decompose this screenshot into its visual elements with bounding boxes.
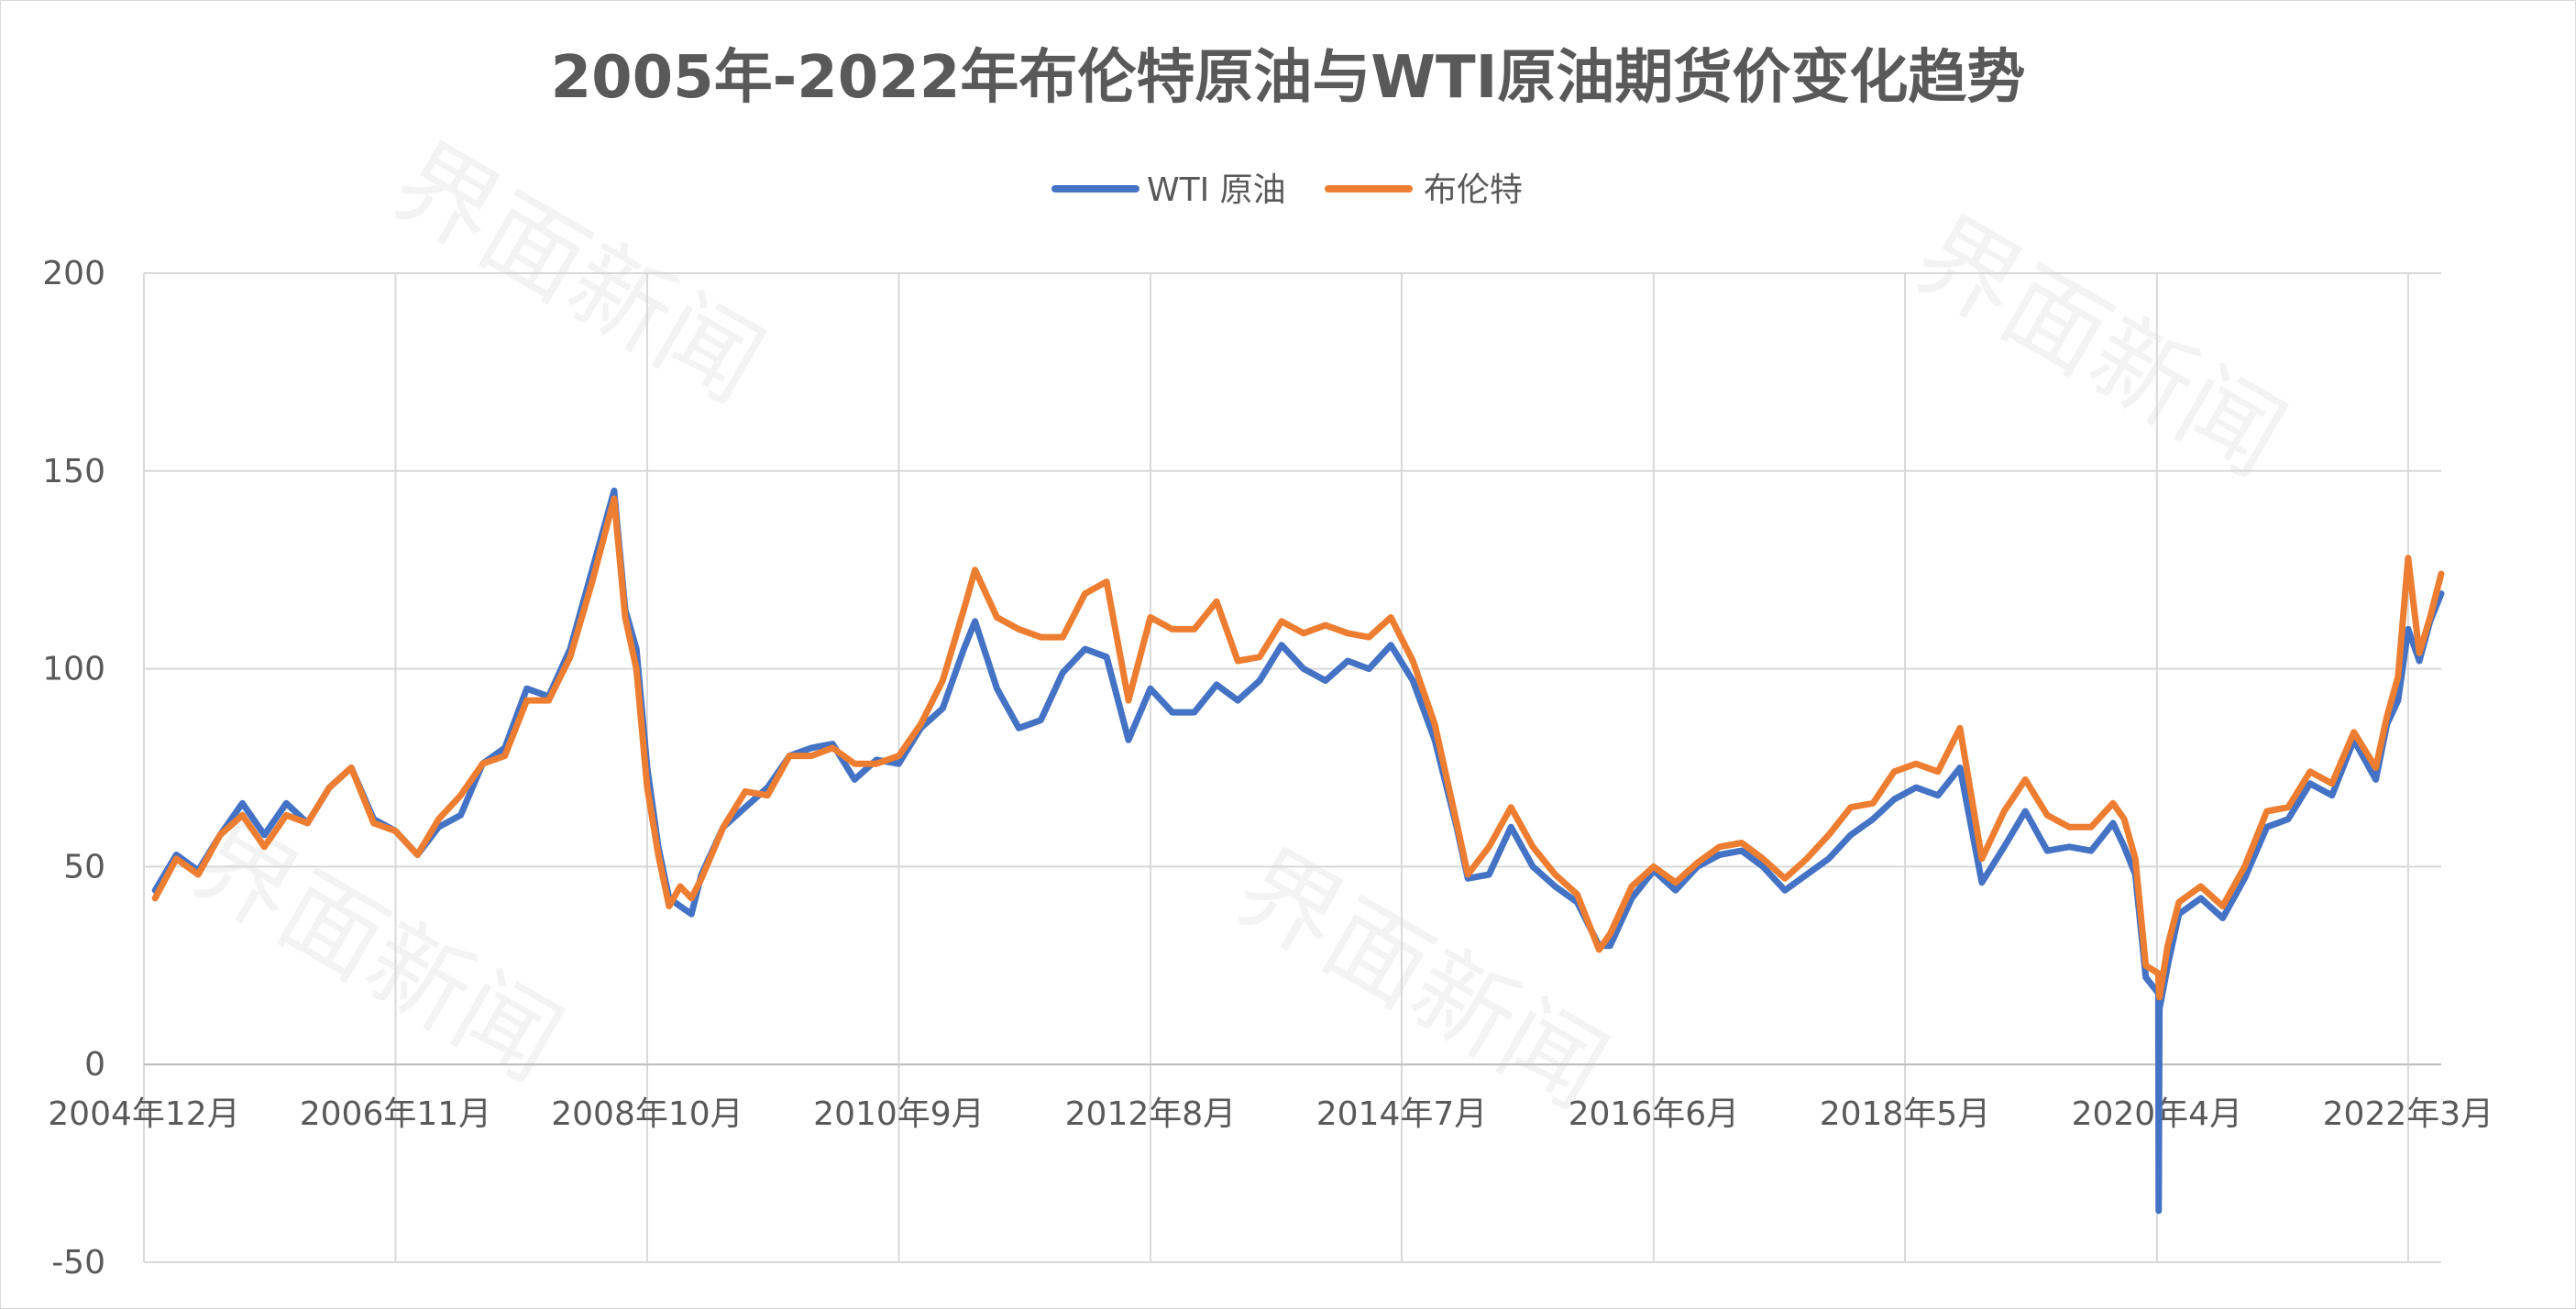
x-tick-label: 2004年12月 [48,1095,239,1133]
x-tick-label: 2012年8月 [1065,1095,1237,1133]
x-tick-label: 2018年5月 [1820,1095,1991,1133]
legend: WTI 原油 布伦特 [1051,171,1523,209]
legend-label: 布伦特 [1424,171,1523,209]
x-axis: 2004年12月 2006年11月 2008年10月 2010年9月 2012年8月 20… [48,1063,2494,1133]
y-tick-label: 100 [42,651,105,688]
x-tick-label: 2016年6月 [1569,1095,1740,1133]
x-tick-label: 2010年9月 [813,1095,985,1133]
plot-area [151,487,2445,1215]
y-tick-label: 50 [63,848,105,886]
y-tick-label: -50 [51,1244,105,1282]
y-tick-label: 150 [42,453,105,490]
chart-title: 2005年-2022年布伦特原油与WTI原油期货价变化趋势 [551,44,2026,112]
y-tick-label: 200 [42,255,105,292]
x-tick-label: 2008年10月 [551,1095,743,1133]
x-tick-label: 2022年3月 [2323,1095,2494,1133]
x-tick-label: 2006年11月 [300,1095,491,1133]
y-axis: -50 0 50 100 150 200 [42,255,145,1282]
watermark: 界面新闻 [1217,828,1625,1131]
watermark: 界面新闻 [172,800,580,1104]
series-line-1 [151,495,2445,1001]
y-tick-label: 0 [84,1046,105,1084]
watermark: 界面新闻 [1896,195,2304,499]
legend-label: WTI 原油 [1147,171,1286,209]
x-tick-label: 2014年7月 [1316,1095,1488,1133]
